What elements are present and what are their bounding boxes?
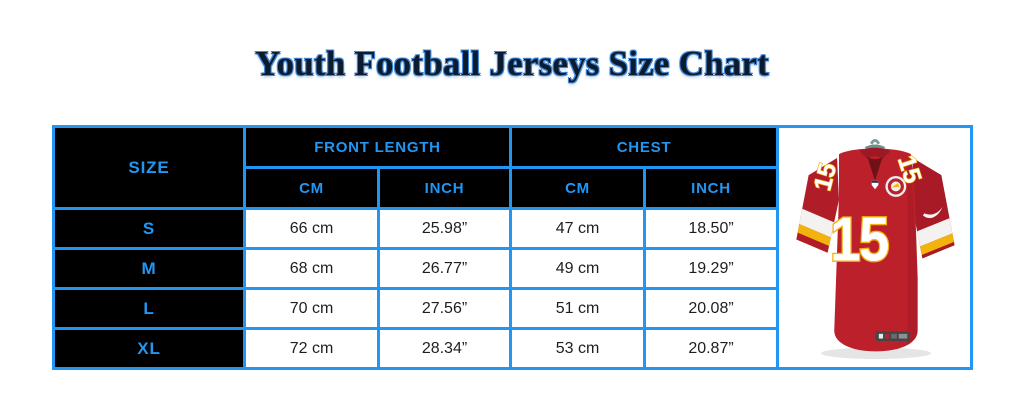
collar-back-trim [864,143,885,150]
chiefs-logo-patch [884,175,906,197]
subheader-chest-cm: CM [509,166,646,210]
group-header-chest: CHEST [509,125,779,169]
body-shading [906,157,918,346]
corner-header-size: SIZE [52,125,246,210]
nike-swoosh-icon [922,206,943,218]
size-chart: SIZE FRONT LENGTH CHEST [52,125,973,370]
data-cell: 20.87” [643,327,779,370]
table-row-xl: XL 72 cm 28.34” 53 cm 20.87” [52,327,972,370]
hanger-loop [869,138,880,145]
jersey-shadow [820,347,931,359]
collar-band [859,147,890,159]
size-cell: XL [52,327,246,370]
subheader-front-cm: CM [243,166,380,210]
table-row-m: M 68 cm 26.77” 49 cm 19.29” [52,247,972,290]
jock-tag [875,330,910,341]
page-title: Youth Football Jerseys Size Chart [254,44,770,83]
data-cell: 47 cm [509,207,646,250]
data-cell: 49 cm [509,247,646,290]
nfl-shield-icon [871,180,878,189]
data-cell: 66 cm [243,207,380,250]
data-cell: 27.56” [377,287,512,330]
table-row-s: S 66 cm 25.98” 47 cm 18.50” [52,207,972,250]
data-cell: 25.98” [377,207,512,250]
data-cell: 26.77” [377,247,512,290]
data-cell: 18.50” [643,207,779,250]
svg-text:15: 15 [829,205,888,274]
data-cell: 20.08” [643,287,779,330]
size-cell: S [52,207,246,250]
jersey-number: 15 [828,203,891,275]
size-cell: M [52,247,246,290]
jersey-body [833,148,918,351]
subheader-front-inch: INCH [377,166,512,210]
jersey-cell: 15 15 [776,125,973,370]
jersey-image: 15 15 [795,138,955,359]
size-cell: L [52,287,246,330]
data-cell: 28.34” [377,327,512,370]
data-cell: 70 cm [243,287,380,330]
data-cell: 53 cm [509,327,646,370]
collar-v-opening [866,156,883,181]
table-row-l: L 70 cm 27.56” 51 cm 20.08” [52,287,972,330]
subheader-chest-inch: INCH [643,166,779,210]
data-cell: 72 cm [243,327,380,370]
data-cell: 51 cm [509,287,646,330]
data-cell: 19.29” [643,247,779,290]
data-cell: 68 cm [243,247,380,290]
size-chart-table: SIZE FRONT LENGTH CHEST [52,125,973,370]
group-header-front-length: FRONT LENGTH [243,125,512,169]
